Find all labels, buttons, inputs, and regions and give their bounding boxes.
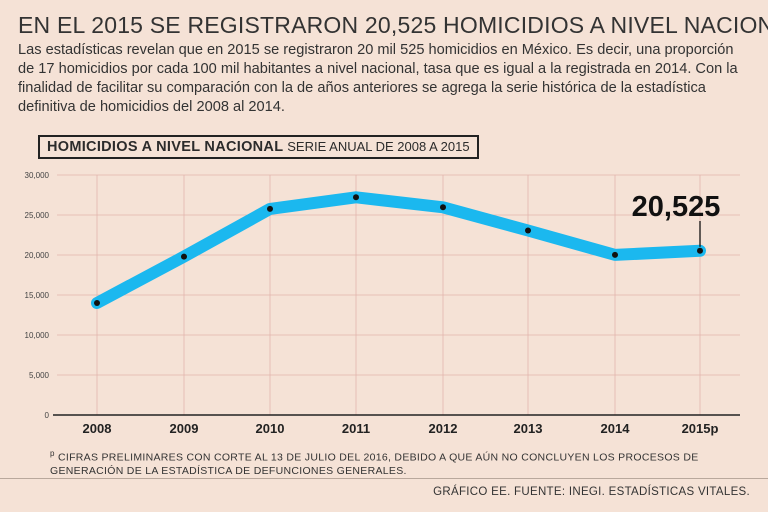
chart-title: HOMICIDIOS A NIVEL NACIONAL [47,139,284,155]
data-point [353,194,359,201]
y-tick-label: 10,000 [25,331,50,340]
chart-subtitle: SERIE ANUAL DE 2008 A 2015 [287,139,470,154]
data-point [440,204,446,211]
divider [0,478,768,479]
series-line [91,191,706,309]
data-point [181,253,187,260]
footnote: p CIFRAS PRELIMINARES CON CORTE AL 13 DE… [50,447,740,478]
description-paragraph: Las estadísticas revelan que en 2015 se … [18,42,738,115]
x-tick-label: 2012 [429,421,458,436]
y-tick-label: 20,000 [25,251,50,260]
footnote-marker: p [50,449,55,458]
y-tick-label: 0 [45,411,50,420]
x-tick-label: 2013 [514,421,543,436]
y-tick-label: 15,000 [25,291,50,300]
x-tick-label: 2009 [170,421,199,436]
y-tick-label: 25,000 [25,211,50,220]
x-tick-label: 2015p [682,421,719,436]
data-point [612,251,618,258]
footnote-text: CIFRAS PRELIMINARES CON CORTE AL 13 DE J… [50,451,699,477]
data-point [267,205,273,212]
y-tick-label: 5,000 [29,371,50,380]
y-tick-label: 30,000 [25,171,50,180]
data-point [697,247,703,254]
source-credit: GRÁFICO EE. FUENTE: INEGI. ESTADÍSTICAS … [433,486,750,498]
x-tick-label: 2008 [83,421,112,436]
x-tick-label: 2014 [601,421,631,436]
page-title: EN EL 2015 SE REGISTRARON 20,525 HOMICID… [18,12,768,38]
highlight-value-label: 20,525 [632,191,721,223]
x-tick-label: 2011 [342,421,370,436]
x-tick-label: 2010 [256,421,285,436]
data-point [525,227,531,234]
chart-title-box: HOMICIDIOS A NIVEL NACIONAL SERIE ANUAL … [38,135,479,159]
data-point [94,300,100,306]
